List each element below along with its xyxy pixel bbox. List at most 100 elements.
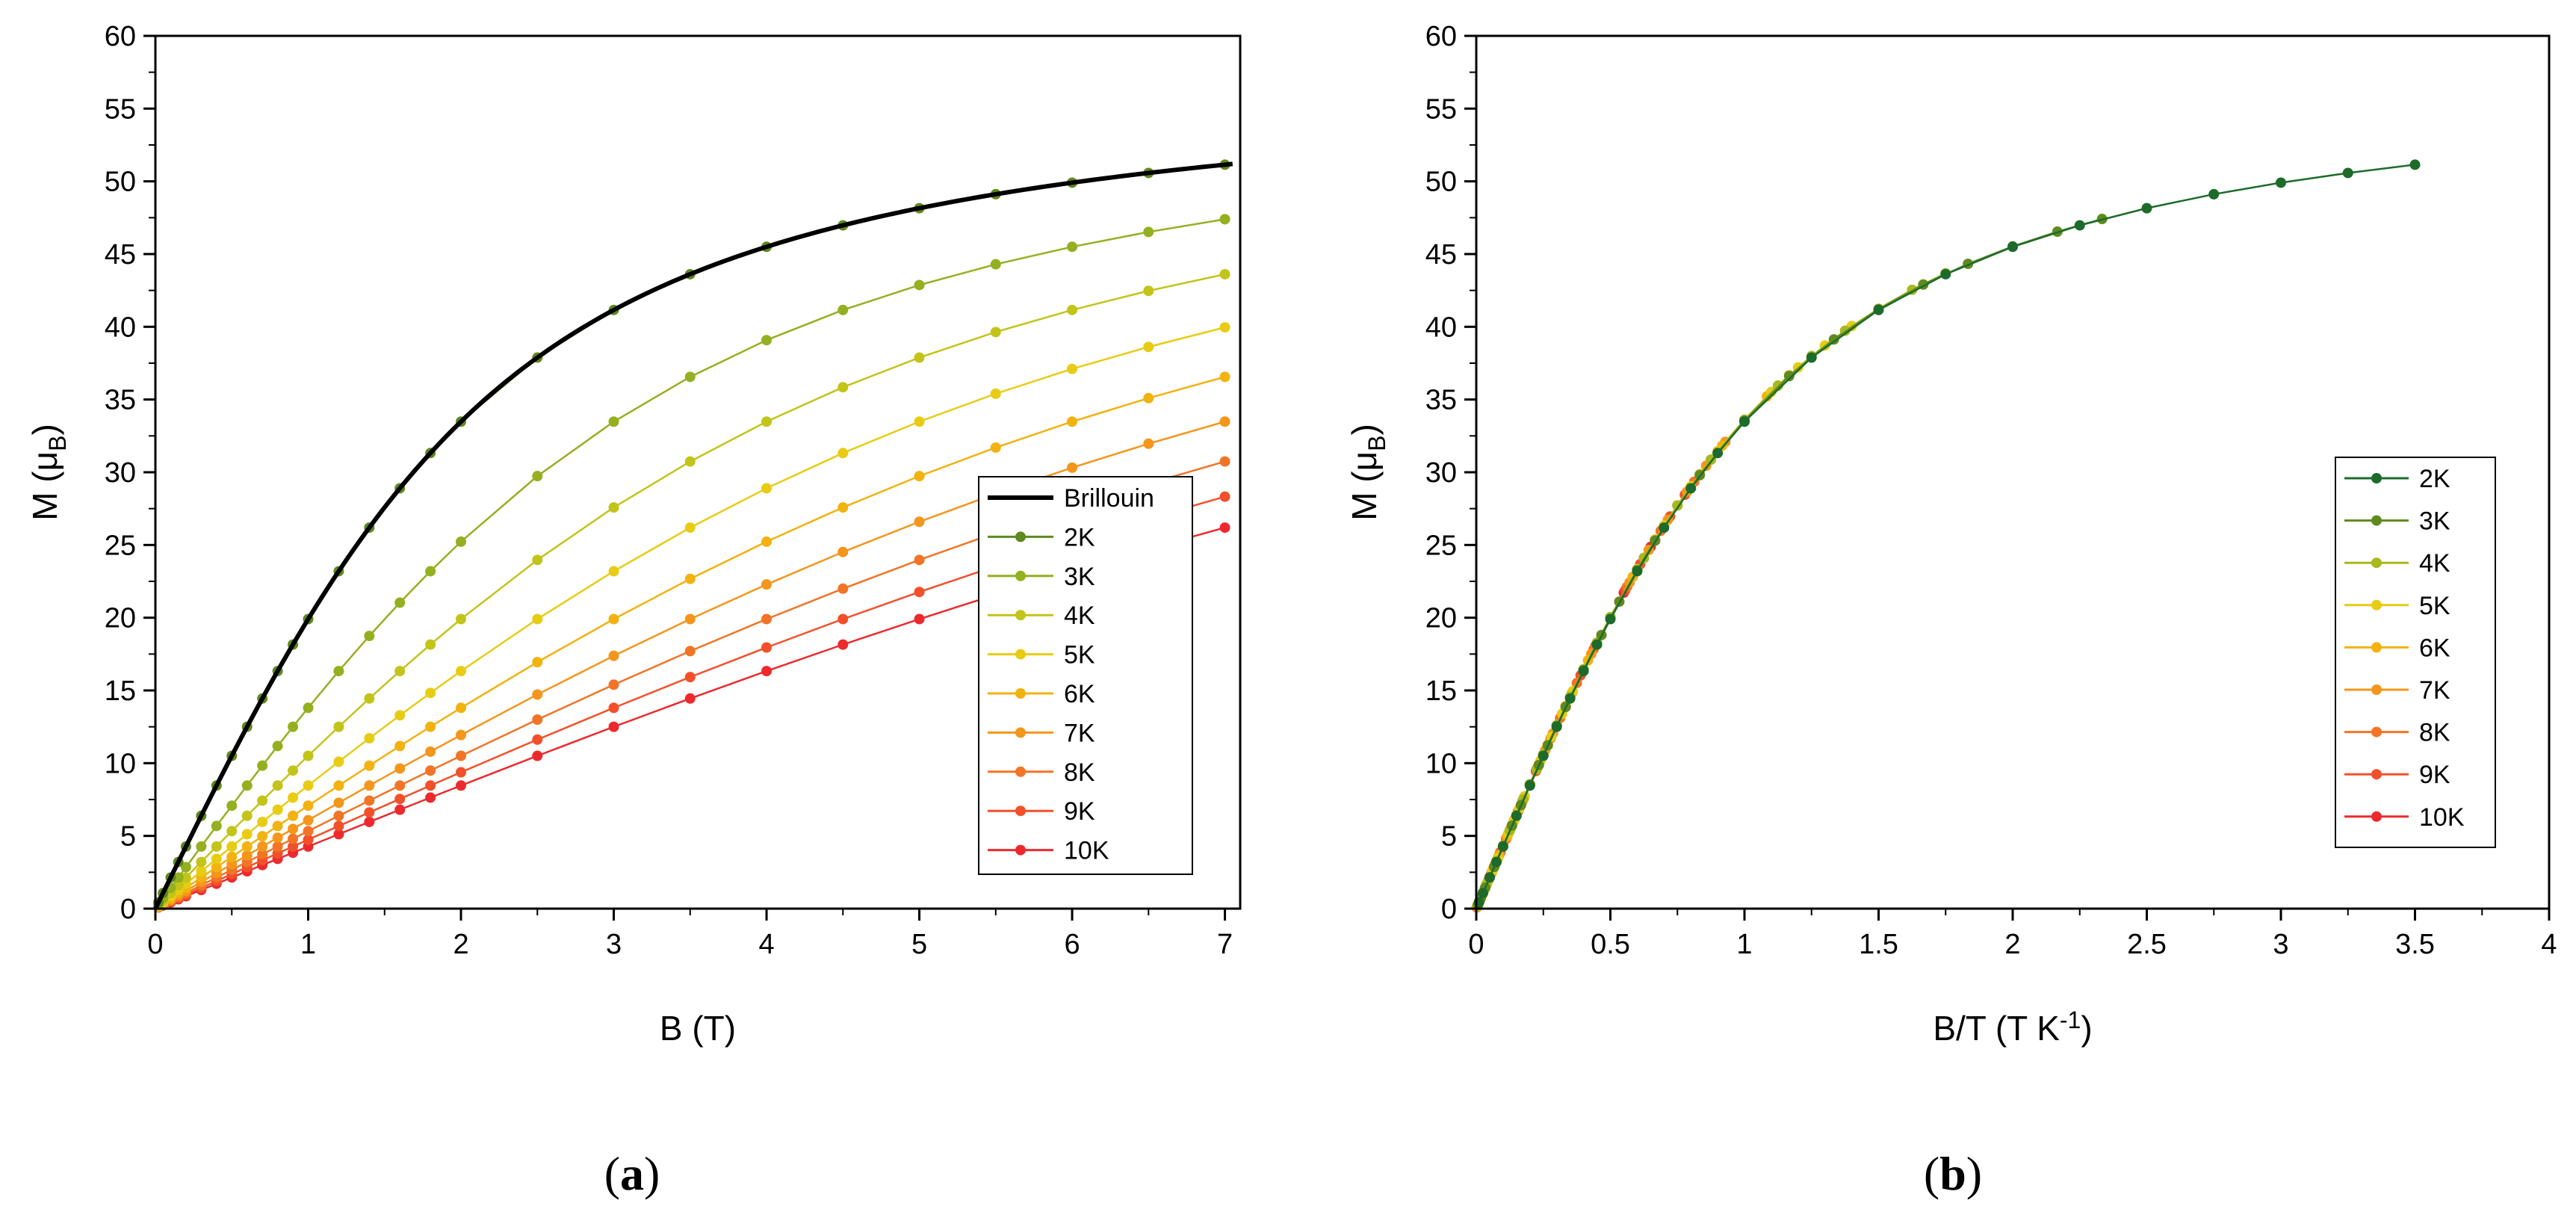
data-point-2K xyxy=(1739,416,1750,427)
data-point-4K xyxy=(180,872,191,883)
chart-panel-b: 0 0.5 1 1.5 2 2.5 3 3.5 405101520253035404550556… xyxy=(1345,21,2557,1200)
series-line-5K xyxy=(1475,325,1853,909)
series-4K xyxy=(153,268,1230,911)
data-point-4K xyxy=(241,810,253,821)
data-point-6K xyxy=(914,471,925,482)
data-point-7K xyxy=(1219,416,1230,427)
legend-label-5K: 5K xyxy=(1064,641,1095,670)
legend-marker-10K xyxy=(2371,811,2382,822)
data-point-7K xyxy=(914,516,925,528)
data-point-7K xyxy=(272,832,283,844)
data-point-10K xyxy=(364,816,375,827)
data-point-4K xyxy=(1067,304,1078,315)
legend-label-7K: 7K xyxy=(2419,676,2450,705)
series-line-Brillouin xyxy=(153,161,1233,910)
data-point-9K xyxy=(1219,491,1230,502)
data-point-6K xyxy=(257,831,268,842)
legend-label-3K: 3K xyxy=(1064,563,1095,591)
data-point-6K xyxy=(608,613,619,625)
chart-a-y-tick-label: 35 xyxy=(105,385,136,416)
chart-a-y-tick-label: 20 xyxy=(105,603,136,634)
data-point-4K xyxy=(608,502,619,513)
legend-marker-2K xyxy=(1015,531,1026,542)
data-point-9K xyxy=(394,794,406,805)
data-point-2K xyxy=(2208,188,2220,200)
chart-b-y-tick-label: 20 xyxy=(1425,603,1457,634)
data-point-2K xyxy=(2409,159,2421,170)
legend-marker-5K xyxy=(1015,649,1026,660)
data-point-8K xyxy=(914,554,925,566)
chart-a-x-tick-label: 7 xyxy=(1217,929,1233,960)
legend-box xyxy=(978,476,1193,875)
data-point-3K xyxy=(272,741,283,752)
data-point-3K xyxy=(914,279,925,291)
data-point-4K xyxy=(1219,268,1230,279)
data-point-5K xyxy=(914,416,925,427)
data-point-4K xyxy=(456,613,467,625)
data-point-5K xyxy=(608,566,619,577)
data-point-3K xyxy=(364,631,375,642)
data-point-8K xyxy=(394,780,406,791)
data-point-10K xyxy=(684,693,696,704)
legend-marker-9K xyxy=(2371,769,2382,780)
chart-b-x-axis-title: B/T (T K-1) xyxy=(1933,1007,2092,1048)
chart-b-y-tick-label: 5 xyxy=(1441,821,1457,853)
data-point-7K xyxy=(684,613,696,625)
data-point-3K xyxy=(257,760,268,771)
data-point-9K xyxy=(303,834,314,845)
chart-a-x-tick-label: 6 xyxy=(1064,929,1080,960)
legend-box xyxy=(2335,457,2496,848)
data-point-3K xyxy=(456,536,467,547)
legend-label-Brillouin: Brillouin xyxy=(1064,484,1154,513)
legend-marker-5K xyxy=(2371,599,2382,610)
chart-a-y-tick-label: 60 xyxy=(105,21,136,52)
chart-b-series xyxy=(1471,159,2421,913)
chart-a-x-tick-label: 0 xyxy=(147,929,163,960)
data-point-3K xyxy=(1828,334,1839,345)
data-point-2K xyxy=(2007,241,2018,253)
chart-b-y-axis-title: M (μB) xyxy=(1345,424,1390,521)
data-point-7K xyxy=(532,689,543,700)
chart-a-x-tick-label: 5 xyxy=(911,929,927,960)
data-point-3K xyxy=(761,335,773,346)
data-point-6K xyxy=(211,862,222,873)
data-point-7K xyxy=(303,814,314,826)
data-point-3K xyxy=(333,666,344,677)
data-point-5K xyxy=(761,483,773,494)
legend-marker-10K xyxy=(1015,844,1026,856)
chart-a-y-tick-label: 30 xyxy=(105,457,136,489)
legend-label-2K: 2K xyxy=(2419,465,2450,493)
data-point-3K xyxy=(684,371,696,383)
chart-b-x-tick-label: 2 xyxy=(2004,929,2020,960)
data-point-4K xyxy=(364,693,375,704)
data-point-5K xyxy=(1067,363,1078,374)
chart-a-x-tick-label: 1 xyxy=(300,929,316,960)
data-point-6K xyxy=(288,810,299,821)
legend-label-10K: 10K xyxy=(2419,803,2465,832)
data-point-2K xyxy=(1484,872,1495,883)
data-point-2K xyxy=(1873,304,1884,315)
legend-marker-6K xyxy=(2371,642,2382,653)
legend-label-9K: 9K xyxy=(1064,797,1095,826)
data-point-4K xyxy=(226,826,238,837)
series-2K xyxy=(1473,159,2421,909)
data-point-2K xyxy=(2141,202,2152,214)
data-point-6K xyxy=(456,702,467,714)
data-point-2K xyxy=(1497,841,1508,852)
data-point-3K xyxy=(1143,226,1154,238)
legend-label-10K: 10K xyxy=(1064,837,1109,865)
chart-a-y-tick-label: 5 xyxy=(120,821,136,853)
data-point-5K xyxy=(394,710,406,721)
chart-b-ticks: 0 0.5 1 1.5 2 2.5 3 3.5 405101520253035404550556… xyxy=(1425,21,2557,960)
data-point-2K xyxy=(1551,721,1562,732)
data-point-4K xyxy=(333,721,344,732)
data-point-5K xyxy=(837,448,849,459)
data-point-8K xyxy=(684,646,696,657)
chart-a-x-tick-label: 4 xyxy=(758,929,774,960)
data-point-8K xyxy=(532,714,543,726)
data-point-7K xyxy=(1143,438,1154,449)
data-point-10K xyxy=(425,792,436,803)
chart-a-y-tick-label: 55 xyxy=(105,93,136,125)
series-line-3K xyxy=(1475,217,2103,909)
series-line-6K xyxy=(1475,374,1790,909)
